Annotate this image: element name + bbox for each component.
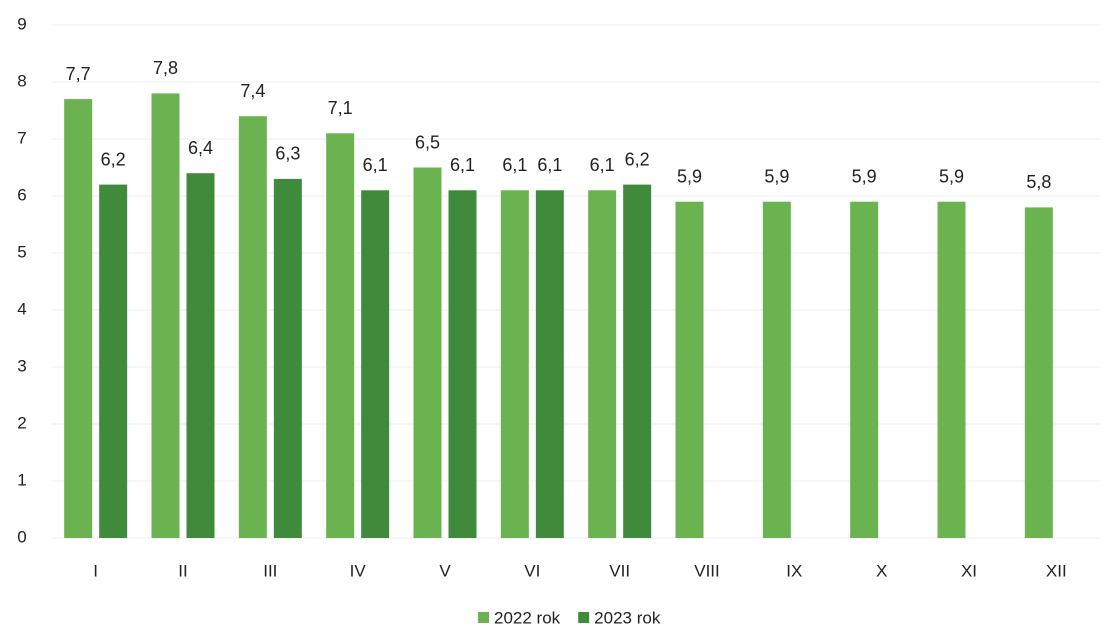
- bar: [500, 190, 529, 539]
- legend-swatch: [478, 612, 489, 623]
- value-label: 7,1: [328, 98, 353, 118]
- x-tick-label: V: [439, 561, 451, 580]
- bar: [535, 190, 564, 539]
- bar: [1024, 207, 1053, 538]
- x-tick-label: I: [93, 561, 98, 580]
- x-tick-label: III: [263, 561, 277, 580]
- value-label: 6,1: [363, 155, 388, 175]
- bar: [64, 99, 93, 538]
- value-label: 5,9: [852, 166, 877, 186]
- bar: [361, 190, 390, 539]
- bar: [238, 116, 267, 538]
- value-label: 7,4: [240, 81, 265, 101]
- value-label: 6,1: [502, 155, 527, 175]
- value-label: 6,2: [101, 149, 126, 169]
- legend-label: 2023 rok: [594, 608, 661, 627]
- x-tick-label: II: [178, 561, 187, 580]
- value-label: 7,8: [153, 58, 178, 78]
- bar: [326, 133, 355, 539]
- x-tick-label: VIII: [694, 561, 720, 580]
- x-tick-label: XI: [961, 561, 977, 580]
- x-tick-label: VI: [524, 561, 540, 580]
- y-tick-label: 2: [17, 413, 26, 432]
- value-label: 6,1: [537, 155, 562, 175]
- x-tick-label: X: [876, 561, 887, 580]
- y-tick-label: 3: [17, 356, 26, 375]
- bar: [937, 201, 966, 538]
- legend-swatch: [578, 612, 590, 623]
- bar: [448, 190, 477, 539]
- value-label: 6,2: [625, 149, 650, 169]
- bar: [151, 93, 180, 539]
- value-label: 5,9: [764, 166, 789, 186]
- x-tick-label: IX: [786, 561, 802, 580]
- bar: [762, 201, 791, 538]
- value-label: 5,9: [677, 166, 702, 186]
- value-label: 6,5: [415, 132, 440, 152]
- bar: [186, 173, 215, 538]
- bar: [99, 184, 128, 538]
- bar: [675, 201, 704, 538]
- bar: [273, 178, 302, 538]
- value-label: 6,1: [450, 155, 475, 175]
- x-tick-label: XII: [1046, 561, 1067, 580]
- value-label: 5,8: [1026, 172, 1051, 192]
- bar: [623, 184, 652, 538]
- value-label: 5,9: [939, 166, 964, 186]
- bar: [413, 167, 442, 538]
- y-tick-label: 9: [17, 14, 26, 33]
- y-tick-label: 1: [17, 470, 26, 489]
- y-tick-label: 8: [17, 71, 26, 90]
- value-label: 6,3: [275, 144, 300, 164]
- y-tick-label: 6: [17, 185, 26, 204]
- x-tick-label: VII: [609, 561, 630, 580]
- value-label: 6,4: [188, 138, 213, 158]
- y-tick-label: 5: [17, 242, 26, 261]
- legend-label: 2022 rok: [494, 608, 561, 627]
- value-label: 6,1: [590, 155, 615, 175]
- y-tick-label: 0: [17, 527, 26, 546]
- value-label: 7,7: [66, 64, 91, 84]
- bar: [850, 201, 879, 538]
- bar: [588, 190, 617, 539]
- y-tick-label: 4: [17, 299, 26, 318]
- x-tick-label: IV: [350, 561, 367, 580]
- y-tick-label: 7: [17, 128, 26, 147]
